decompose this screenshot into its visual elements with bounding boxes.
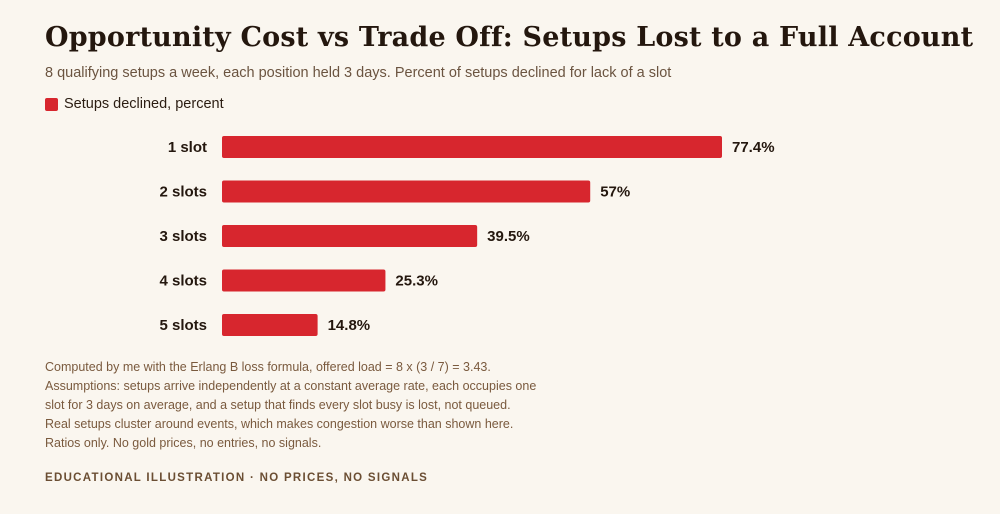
footer-disclaimer: EDUCATIONAL ILLUSTRATION · NO PRICES, NO… [45,472,429,484]
category-label: 1 slot [168,139,207,156]
note-line: Assumptions: setups arrive independently… [45,379,537,393]
note-line: slot for 3 days on average, and a setup … [45,398,511,412]
category-label: 3 slots [159,228,207,245]
category-label: 4 slots [159,273,207,290]
value-label: 57% [600,184,630,201]
bar [222,180,591,203]
note-line: Ratios only. No gold prices, no entries,… [45,436,322,450]
note-line: Real setups cluster around events, which… [45,417,514,431]
bar-chart: 1 slot 77.4% 2 slots 57% 3 slots 39.5% 4 slots… [159,136,775,336]
value-label: 77.4% [732,139,775,156]
bar [222,136,722,158]
legend-swatch [45,97,58,111]
category-label: 2 slots [159,184,207,201]
bar [222,314,318,336]
methodology-notes: Computed by me with the Erlang B loss fo… [45,358,536,453]
value-label: 14.8% [328,317,371,334]
chart-title: Opportunity Cost vs Trade Off: Setups Lo… [45,22,974,53]
chart-subtitle: 8 qualifying setups a week, each positio… [45,65,672,81]
bar [222,225,478,247]
legend: Setups declined, percent [45,96,224,112]
note-line: Computed by me with the Erlang B loss fo… [45,360,491,374]
value-label: 25.3% [395,273,438,290]
category-label: 5 slots [159,317,207,334]
value-label: 39.5% [487,228,530,245]
bar [222,269,386,292]
legend-label: Setups declined, percent [64,96,224,112]
